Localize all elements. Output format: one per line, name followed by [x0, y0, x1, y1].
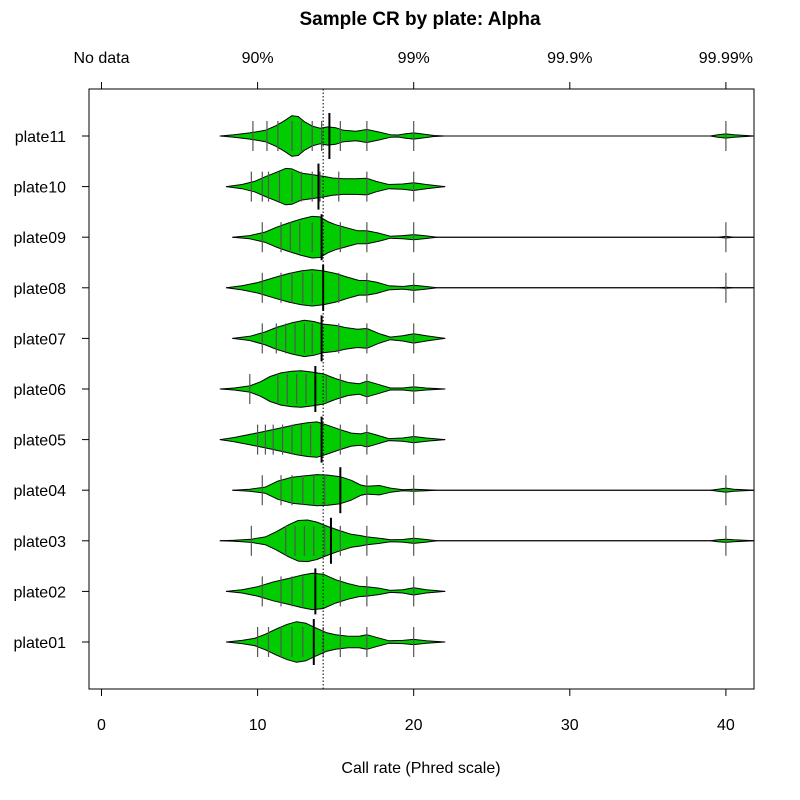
- violin-shape: [225, 621, 446, 663]
- top-tick-label: 99.9%: [547, 50, 592, 67]
- violin-plate03: [219, 517, 755, 564]
- top-tick-label: 90%: [242, 50, 274, 67]
- top-tick-label: 99.99%: [699, 50, 753, 67]
- bottom-tick-label: 40: [717, 717, 735, 734]
- bottom-tick-label: 0: [97, 717, 106, 734]
- plot-frame: [88, 88, 755, 690]
- violin-plate05: [219, 416, 446, 463]
- violin-shape: [219, 115, 755, 157]
- violin-plate01: [225, 619, 446, 665]
- y-tick-label: plate04: [14, 483, 67, 500]
- y-tick-label: plate07: [14, 331, 67, 348]
- chart-title: Sample CR by plate: Alpha: [299, 9, 540, 30]
- y-tick-label: plate01: [14, 635, 67, 652]
- top-axis: No data 90% 99% 99.9% 99.99%: [73, 50, 753, 89]
- violin-shape: [225, 572, 446, 611]
- y-tick-label: plate10: [14, 180, 67, 197]
- top-tick-label: No data: [73, 50, 129, 67]
- bottom-tick-label: 20: [405, 717, 423, 734]
- y-tick-label: plate06: [14, 382, 67, 399]
- violin-plate06: [219, 366, 446, 412]
- violin-plate07: [232, 315, 446, 362]
- plot-area: [219, 89, 755, 689]
- y-tick-label: plate03: [14, 534, 67, 551]
- y-tick-label: plate09: [14, 230, 67, 247]
- bottom-tick-label: 10: [249, 717, 267, 734]
- violin-shape: [219, 519, 755, 563]
- violin-plate02: [225, 568, 446, 615]
- bottom-tick-label: 30: [561, 717, 579, 734]
- violin-shape: [232, 215, 755, 259]
- y-tick-label: plate08: [14, 281, 67, 298]
- x-axis-label: Call rate (Phred scale): [341, 760, 500, 777]
- violin-plate11: [219, 113, 755, 159]
- violin-shape: [219, 370, 446, 408]
- violin-shape: [219, 421, 446, 458]
- y-tick-label: plate02: [14, 584, 67, 601]
- top-tick-label: 99%: [398, 50, 430, 67]
- y-axis: plate11 plate10 plate09 plate08 plate07 plate…: [14, 129, 89, 652]
- violin-shape: [225, 269, 755, 307]
- violin-plate04: [232, 467, 755, 514]
- violin-plate10: [225, 163, 446, 210]
- violin-shape: [232, 474, 755, 507]
- y-tick-label: plate05: [14, 433, 67, 450]
- violin-shape: [225, 167, 446, 206]
- violin-plate09: [232, 214, 755, 261]
- y-tick-label: plate11: [15, 129, 66, 146]
- bottom-axis: 0 10 20 30 40: [97, 689, 735, 734]
- violin-plate08: [225, 264, 755, 311]
